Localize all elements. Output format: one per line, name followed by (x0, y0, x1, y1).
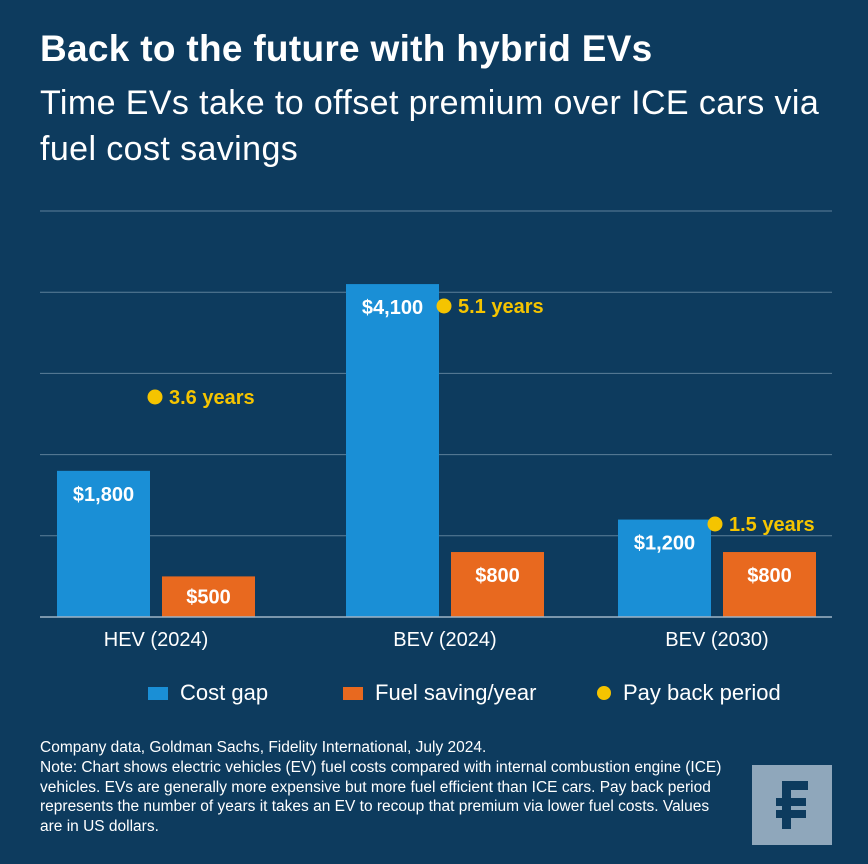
bar-fuel-saving-0 (162, 576, 255, 617)
data-label-fuel-saving-0: $500 (186, 586, 231, 608)
logo-glyph (776, 781, 808, 829)
bar-cost-gap-2 (618, 519, 711, 617)
legend-swatch-fuel-saving (343, 686, 363, 700)
chart-subtitle: Time EVs take to offset premium over ICE… (40, 84, 820, 168)
payback-point-2 (707, 516, 723, 532)
chart-title: Back to the future with hybrid EVs (40, 28, 653, 69)
bar-chart: $1,800 $500 HEV (2024) 3.6 years $4,100 $800 B… (40, 210, 832, 651)
data-label-fuel-saving-1: $800 (475, 565, 520, 587)
payback-point-0 (147, 389, 163, 405)
source-text: Company data, Goldman Sachs, Fidelity In… (40, 739, 487, 756)
bar-cost-gap-1 (346, 284, 439, 617)
x-tick-label-0: HEV (2024) (104, 629, 209, 651)
payback-label-0: 3.6 years (169, 387, 255, 409)
legend-item-cost-gap: Cost gap (148, 676, 268, 710)
legend-item-fuel-saving: Fuel saving/year (343, 676, 536, 710)
data-label-cost-gap-2: $1,200 (634, 533, 695, 555)
legend-swatch-cost-gap (148, 686, 168, 700)
legend-label-cost-gap: Cost gap (180, 680, 269, 705)
legend-label-payback: Pay back period (623, 680, 781, 705)
fidelity-logo-icon (752, 765, 832, 845)
x-tick-label-1: BEV (2024) (393, 629, 496, 651)
note-text: Note: Chart shows electric vehicles (EV)… (40, 759, 722, 835)
payback-point-1 (436, 298, 452, 314)
legend-label-fuel-saving: Fuel saving/year (375, 680, 537, 705)
payback-label-1: 5.1 years (458, 296, 544, 318)
bar-fuel-saving-2 (723, 552, 816, 617)
bar-cost-gap-0 (57, 470, 150, 617)
data-label-fuel-saving-2: $800 (747, 565, 792, 587)
legend-item-payback: Pay back period (597, 676, 781, 710)
legend-dot-payback (597, 686, 611, 700)
data-label-cost-gap-0: $1,800 (73, 484, 134, 506)
data-label-cost-gap-1: $4,100 (362, 297, 423, 319)
payback-label-2: 1.5 years (729, 514, 815, 536)
bar-fuel-saving-1 (451, 552, 544, 617)
legend: Cost gap Fuel saving/year Pay back perio… (0, 676, 868, 710)
x-tick-label-2: BEV (2030) (665, 629, 768, 651)
